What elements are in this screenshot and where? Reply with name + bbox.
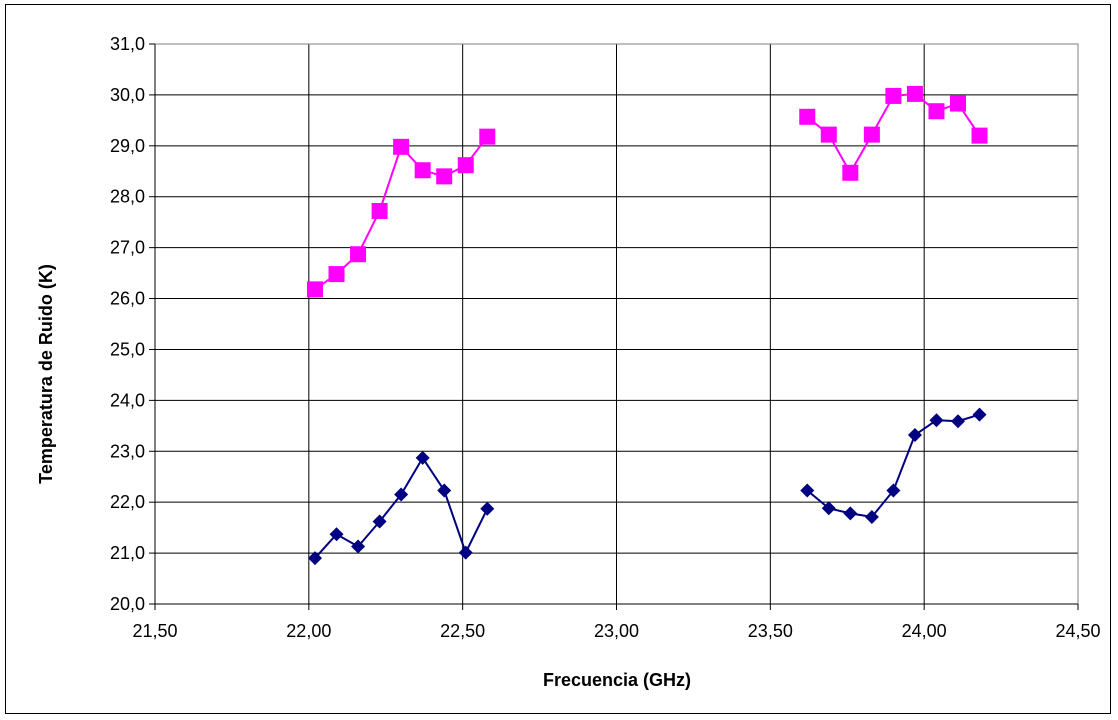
y-tick-label: 20,0	[110, 594, 145, 614]
data-point-diamond	[886, 483, 901, 498]
y-tick-labels: 20,0 21,0 22,0 23,0 24,0 25,0 26,0 27,0 28,0 29,0…	[110, 34, 145, 614]
data-point-diamond	[843, 506, 858, 521]
data-point-diamond	[821, 501, 836, 516]
data-point-square	[928, 103, 945, 120]
y-tick-label: 28,0	[110, 187, 145, 207]
data-point-diamond	[437, 483, 452, 498]
y-tick-label: 29,0	[110, 136, 145, 156]
data-point-diamond	[329, 527, 344, 542]
x-tick-labels: 21,50 22,00 22,50 23,00 23,50 24,00 24,50	[132, 621, 1100, 641]
series-diamond	[307, 407, 987, 566]
y-tick-label: 21,0	[110, 543, 145, 563]
data-point-square	[393, 138, 410, 155]
data-point-diamond	[458, 545, 473, 560]
x-tick-label: 21,50	[132, 621, 177, 641]
data-point-square	[436, 168, 453, 185]
series	[306, 85, 988, 566]
data-point-square	[479, 128, 496, 145]
data-point-diamond	[907, 427, 922, 442]
data-point-square	[799, 108, 816, 125]
grid	[154, 43, 1079, 605]
y-axis-title: Temperatura de Ruido (K)	[36, 264, 56, 484]
y-tick-label: 27,0	[110, 238, 145, 258]
data-point-square	[971, 127, 988, 144]
x-tick-label: 23,00	[594, 621, 639, 641]
data-point-square	[906, 85, 923, 102]
data-point-diamond	[351, 539, 366, 554]
x-tick-label: 24,00	[902, 621, 947, 641]
y-tick-label: 22,0	[110, 492, 145, 512]
series-square	[306, 85, 988, 298]
y-tick-label: 23,0	[110, 441, 145, 461]
data-point-diamond	[394, 487, 409, 502]
y-tick-label: 26,0	[110, 289, 145, 309]
y-tick-label: 24,0	[110, 390, 145, 410]
data-point-diamond	[307, 551, 322, 566]
y-tick-label: 30,0	[110, 85, 145, 105]
y-tick-label: 25,0	[110, 339, 145, 359]
data-point-square	[306, 281, 323, 298]
x-tick-label: 22,00	[286, 621, 331, 641]
data-point-square	[842, 164, 859, 181]
data-point-diamond	[951, 414, 966, 429]
data-point-square	[328, 266, 345, 283]
y-tick-label: 31,0	[110, 34, 145, 54]
data-point-diamond	[415, 450, 430, 465]
data-point-square	[457, 157, 474, 174]
x-axis-title: Frecuencia (GHz)	[543, 670, 691, 690]
data-point-square	[371, 202, 388, 219]
data-point-square	[414, 162, 431, 179]
data-point-square	[863, 126, 880, 143]
data-point-square	[350, 246, 367, 263]
series-line	[314, 456, 489, 559]
data-point-diamond	[800, 483, 815, 498]
data-point-square	[820, 126, 837, 143]
data-point-diamond	[929, 413, 944, 428]
x-tick-label: 23,50	[748, 621, 793, 641]
x-tick-label: 22,50	[440, 621, 485, 641]
x-tick-label: 24,50	[1055, 621, 1100, 641]
data-point-diamond	[372, 514, 387, 529]
data-point-square	[885, 87, 902, 104]
data-point-diamond	[972, 407, 987, 422]
data-point-diamond	[480, 501, 495, 516]
chart-frame	[5, 4, 1111, 714]
series-line	[806, 413, 980, 518]
data-point-diamond	[864, 509, 879, 524]
data-point-square	[950, 95, 967, 112]
axes	[149, 43, 1079, 610]
